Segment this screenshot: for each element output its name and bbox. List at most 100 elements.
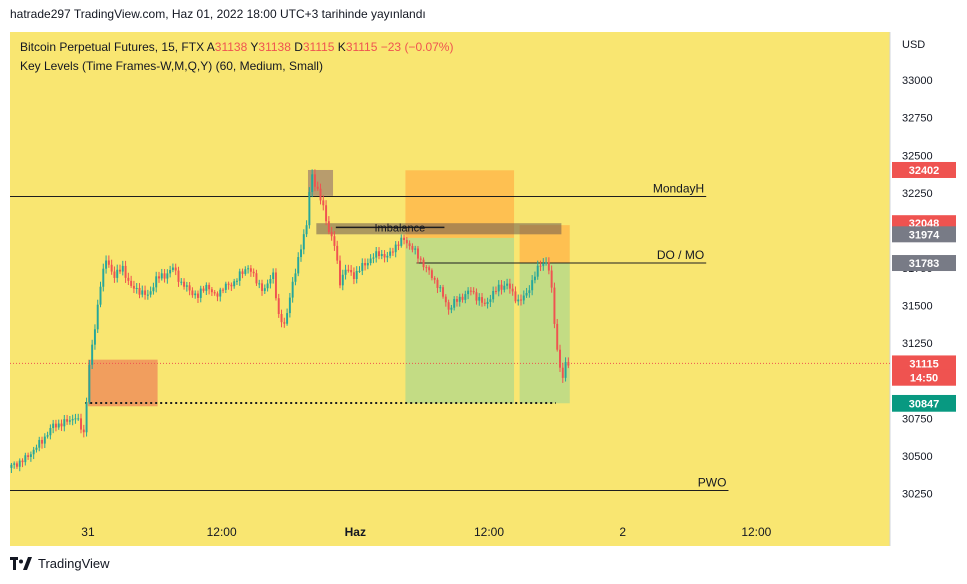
time-tick-label: 2 [619, 525, 626, 539]
candle-body [453, 299, 456, 308]
candle-body [68, 420, 71, 422]
candle-body [247, 268, 250, 270]
candle-body [15, 463, 18, 467]
candle-body [506, 283, 509, 286]
price-change: −23 (−0.07%) [380, 40, 454, 54]
candle-body [110, 264, 113, 272]
candle-body [13, 463, 16, 465]
candle-body [230, 284, 233, 287]
time-tick-label: 12:00 [474, 525, 504, 539]
price-axis-panel[interactable] [890, 32, 958, 546]
candle-body [132, 285, 135, 289]
candle-body [235, 280, 238, 282]
candle-body [185, 285, 188, 287]
candle-body [522, 295, 525, 301]
price-tick-label: 31500 [902, 301, 933, 313]
candle-body [261, 283, 263, 291]
candle-body [397, 244, 400, 246]
ohlc-key: Y [247, 40, 259, 54]
candle-body [258, 283, 261, 285]
time-tick-label: 31 [81, 525, 95, 539]
zone-box [316, 223, 562, 235]
indicator-legend: Key Levels (Time Frames-W,M,Q,Y) (60, Me… [20, 59, 323, 73]
candle-body [419, 258, 422, 260]
candle-body [171, 267, 174, 270]
candle-body [60, 423, 63, 427]
candle-body [486, 301, 489, 305]
candle-body [545, 262, 548, 264]
candle-body [330, 231, 333, 237]
candle-body [386, 255, 389, 258]
candle-body [213, 292, 216, 294]
candle-body [533, 276, 536, 281]
candle-body [444, 296, 447, 303]
candle-body [394, 244, 397, 253]
candle-body [439, 287, 442, 289]
candle-body [483, 302, 486, 305]
candle-body [369, 258, 372, 264]
price-tick-label: 32250 [902, 188, 933, 200]
price-label-text: 31783 [909, 258, 940, 270]
candle-body [255, 273, 258, 284]
price-label-tag [892, 355, 956, 372]
candle-body [35, 447, 38, 450]
candle-body [433, 278, 436, 280]
footer-brand[interactable]: TradingView [10, 556, 110, 571]
candle-body [556, 323, 559, 350]
candle-body [77, 418, 80, 420]
candle-body [514, 291, 517, 302]
candle-body [158, 276, 160, 279]
ohlc-key: A [206, 40, 215, 54]
price-label-tag [892, 161, 956, 178]
candle-body [202, 288, 205, 291]
candle-body [517, 299, 520, 302]
candle-body [119, 269, 121, 272]
candle-body [408, 243, 411, 247]
candle-body [300, 249, 302, 258]
candle-body [291, 281, 294, 298]
candle-body [561, 367, 564, 378]
ohlc-value: 31138 [258, 40, 291, 54]
price-label-text: 31115 [909, 358, 938, 370]
candle-body [405, 240, 408, 244]
candle-body [130, 280, 133, 286]
candle-body [57, 423, 60, 428]
candle-body [66, 419, 69, 422]
candle-body [263, 288, 266, 291]
candle-body [341, 274, 344, 286]
candle-body [503, 285, 506, 290]
candle-body [199, 288, 202, 298]
candle-body [27, 455, 30, 457]
price-tick-label: 33000 [902, 75, 933, 87]
candle-body [121, 265, 124, 272]
candle-body [266, 283, 269, 289]
candle-body [414, 248, 417, 250]
candle-body [174, 267, 177, 271]
candle-body [277, 298, 280, 315]
candle-body [447, 302, 450, 310]
chart-area[interactable]: MondayH DO / MO PWO Imbalance USD 30250 30500 3… [10, 32, 958, 546]
time-axis-panel[interactable] [10, 516, 890, 546]
candle-body [472, 290, 475, 293]
candle-body [244, 269, 247, 274]
candle-body [294, 273, 297, 282]
candle-body [93, 329, 96, 345]
price-label-tag [892, 226, 956, 243]
candle-body [311, 174, 314, 193]
candle-body [238, 271, 241, 281]
candle-body [308, 192, 311, 226]
published-header: hatrade297 TradingView.com, Haz 01, 2022… [10, 7, 426, 21]
candle-body [380, 254, 383, 257]
candle-body [325, 205, 328, 222]
candle-body [80, 418, 82, 430]
price-label-tag [892, 255, 956, 272]
candle-body [113, 271, 116, 278]
price-chart[interactable]: MondayH DO / MO PWO Imbalance USD 30250 30500 3… [10, 32, 958, 546]
price-label-tag [892, 369, 956, 386]
candle-body [428, 267, 431, 271]
candle-body [43, 436, 46, 444]
candle-body [286, 313, 289, 324]
candle-body [361, 263, 364, 271]
candle-body [425, 267, 428, 269]
candle-body [91, 344, 94, 365]
